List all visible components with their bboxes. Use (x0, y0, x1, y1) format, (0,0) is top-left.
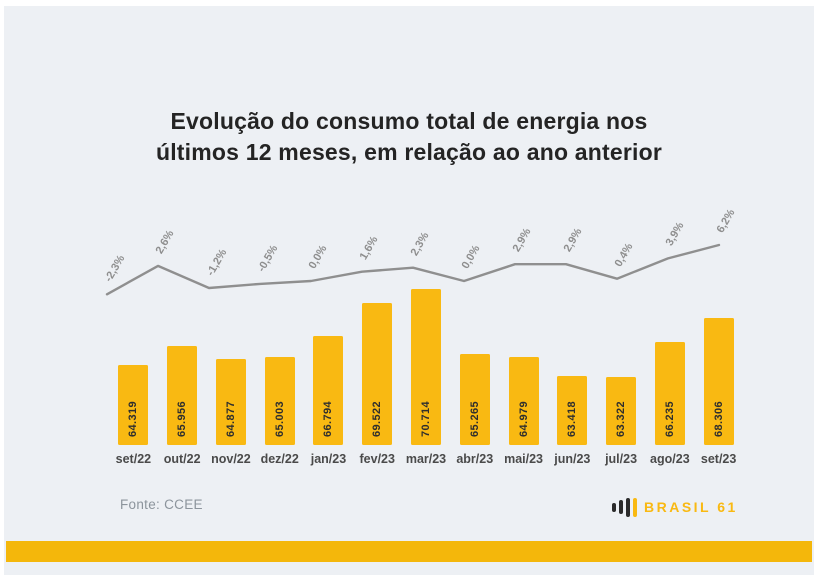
consumption-bar: 63.322 (606, 377, 637, 445)
chart-column: 68.306 set/23 (694, 230, 743, 480)
consumption-bar: 65.003 (264, 357, 295, 445)
consumption-bar: 64.877 (215, 358, 246, 445)
consumption-bar: 69.522 (362, 303, 393, 445)
chart-column: 64.877 nov/22 (207, 230, 256, 480)
category-label: fev/23 (359, 452, 395, 466)
brand-name: BRASIL 61 (644, 499, 738, 515)
bar-value-label: 65.003 (273, 400, 286, 437)
bar-value-label: 64.877 (224, 400, 237, 437)
category-label: set/23 (700, 452, 737, 466)
bar-value-label: 63.418 (566, 400, 579, 437)
consumption-bar: 66.794 (313, 335, 344, 445)
bar-value-label: 69.522 (371, 400, 384, 437)
bar-value-label: 65.265 (468, 400, 481, 437)
consumption-bar: 65.956 (167, 345, 198, 445)
category-label: set/22 (115, 452, 152, 466)
brand-logo: BRASIL 61 (612, 496, 738, 518)
bar-value-label: 66.794 (322, 400, 335, 437)
chart-column: 65.265 abr/23 (450, 230, 499, 480)
consumption-bar: 68.306 (703, 317, 734, 445)
bar-value-label: 70.714 (419, 400, 432, 437)
category-label: jun/23 (554, 452, 591, 466)
consumption-bar: 65.265 (459, 353, 490, 445)
energy-consumption-combo-chart: -2,3% 2,6% -1,2% -0,5% 0,0% 1,6% 2,3% 0,0% 2,9% 2… (103, 207, 743, 480)
category-label: mai/23 (504, 452, 543, 466)
chart-column: 70.714 mar/23 (402, 230, 451, 480)
audio-bars-icon (612, 496, 640, 518)
chart-column: 64.319 set/22 (109, 230, 158, 480)
consumption-bar: 64.979 (508, 357, 539, 445)
consumption-bar: 63.418 (557, 375, 588, 445)
chart-title-line1: Evolução do consumo total de energia nos (170, 108, 648, 134)
chart-column: 63.418 jun/23 (548, 230, 597, 480)
audio-bar-1 (612, 502, 616, 512)
chart-column: 66.235 ago/23 (645, 230, 694, 480)
bar-value-label: 63.322 (615, 400, 628, 437)
chart-title-line2: últimos 12 meses, em relação ao ano ante… (155, 139, 663, 165)
consumption-bar: 66.235 (654, 342, 685, 445)
category-label: ago/23 (650, 452, 690, 466)
bar-value-label: 64.319 (127, 400, 140, 437)
category-label: nov/22 (211, 452, 251, 466)
chart-column: 66.794 jan/23 (304, 230, 353, 480)
bar-value-label: 68.306 (712, 400, 725, 437)
category-label: out/22 (163, 452, 201, 466)
chart-column: 69.522 fev/23 (353, 230, 402, 480)
chart-column: 64.979 mai/23 (499, 230, 548, 480)
bar-value-label: 64.979 (517, 400, 530, 437)
bar-value-label: 66.235 (663, 400, 676, 437)
consumption-bar: 64.319 (118, 365, 149, 445)
category-label: mar/23 (405, 452, 447, 466)
chart-column: 63.322 jul/23 (597, 230, 646, 480)
audio-bar-accent (633, 497, 637, 517)
accent-strip (6, 541, 812, 562)
source-label: Fonte: CCEE (120, 497, 203, 512)
consumption-bar: 70.714 (410, 289, 441, 445)
audio-bar-2 (619, 500, 623, 514)
chart-title: Evolução do consumo total de energia nos… (4, 106, 814, 168)
category-label: dez/22 (260, 452, 299, 466)
line-series-path (105, 243, 721, 296)
category-label: jul/23 (605, 452, 638, 466)
bar-value-label: 65.956 (176, 400, 189, 437)
category-label: abr/23 (456, 452, 494, 466)
percent-change-line-series (105, 243, 721, 296)
infographic-panel: Evolução do consumo total de energia nos… (4, 6, 814, 575)
category-label: jan/23 (310, 452, 347, 466)
chart-column: 65.956 out/22 (158, 230, 207, 480)
chart-column: 65.003 dez/22 (255, 230, 304, 480)
audio-bar-3 (626, 497, 630, 517)
